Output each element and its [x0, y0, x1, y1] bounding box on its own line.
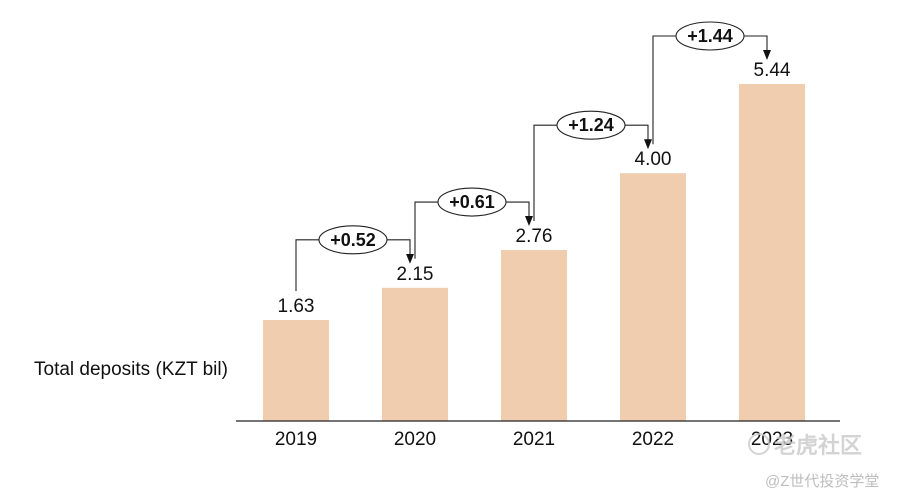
- increment-label-3: +1.44: [687, 26, 733, 46]
- increment-bubble-3: [675, 21, 745, 51]
- connector-left-3: [652, 35, 676, 145]
- connector-left-0: [295, 239, 319, 292]
- value-label-2019: 1.63: [278, 296, 315, 317]
- connector-left-2: [533, 124, 557, 222]
- value-label-2020: 2.15: [397, 264, 434, 285]
- increment-bubble-2: [556, 110, 626, 140]
- category-label-2021: 2021: [513, 429, 555, 450]
- watermark-handle: @Z世代投资学堂: [765, 473, 880, 490]
- increment-label-1: +0.61: [449, 192, 495, 212]
- bar-2021: [501, 250, 567, 421]
- bar-2022: [620, 173, 686, 421]
- value-label-2021: 2.76: [516, 226, 553, 247]
- connector-arrow-3: [744, 35, 771, 60]
- increment-label-2: +1.24: [568, 115, 614, 135]
- connector-arrow-2: [625, 124, 652, 150]
- category-label-2019: 2019: [275, 429, 317, 450]
- connector-left-1: [414, 201, 438, 259]
- increment-bubble-1: [437, 187, 507, 217]
- watermark-logo-text: 老虎社区: [774, 433, 863, 458]
- tiger-paw-icon: [748, 433, 770, 455]
- bars-layer: [263, 84, 805, 421]
- increment-label-0: +0.52: [330, 230, 376, 250]
- connector-arrow-1: [506, 201, 533, 227]
- value-label-2023: 5.44: [754, 60, 791, 81]
- series-row-label: Total deposits (KZT bil): [34, 359, 228, 380]
- category-label-2022: 2022: [632, 429, 674, 450]
- bar-2023: [739, 84, 805, 421]
- category-label-2020: 2020: [394, 429, 436, 450]
- increment-bubble-0: [318, 225, 388, 255]
- connectors-layer: +0.52 +0.61 +1.24 +1.44: [295, 21, 771, 292]
- value-label-2022: 4.00: [635, 149, 672, 170]
- bar-2019: [263, 320, 329, 421]
- watermark-logo: 老虎社区: [748, 428, 862, 460]
- bar-2020: [382, 287, 448, 421]
- connector-arrow-0: [387, 239, 414, 264]
